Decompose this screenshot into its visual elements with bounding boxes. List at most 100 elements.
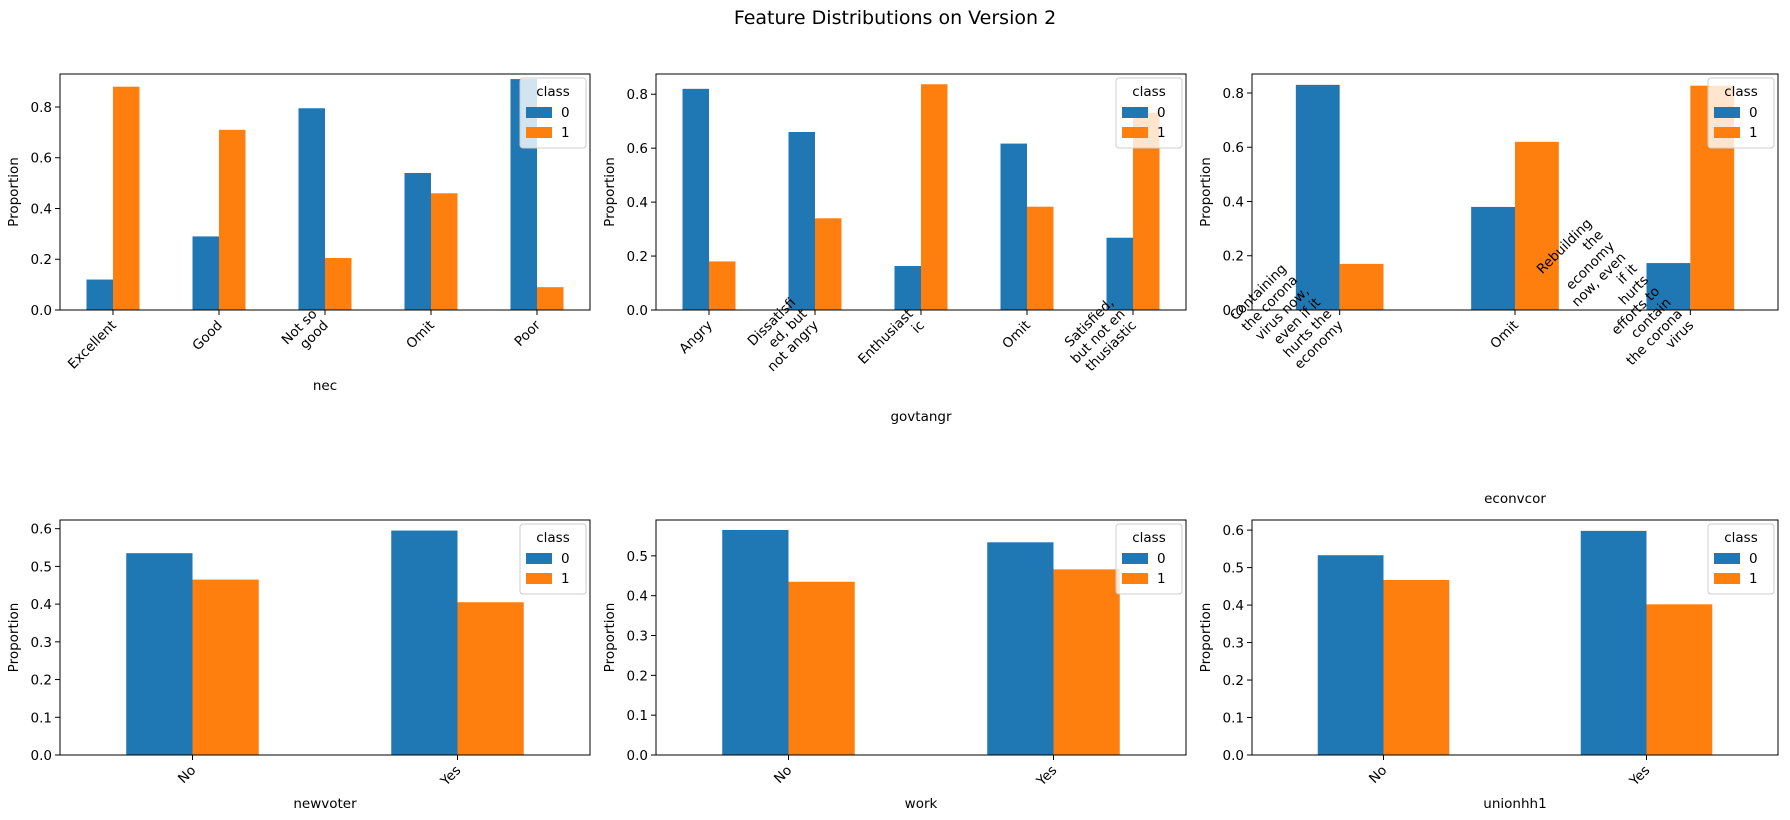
bar-nec-class-1-2 (219, 129, 246, 310)
bar-nec-class-0-3 (298, 108, 325, 311)
bar-newvoter-class-0-1 (126, 553, 193, 755)
y-tick-label: 0.6 (31, 151, 52, 167)
legend: class 0 1 (1707, 523, 1775, 595)
legend: class 0 1 (1707, 77, 1775, 149)
y-tick-label: 0.4 (31, 201, 52, 217)
legend: class 0 1 (1115, 523, 1183, 595)
legend-label-0: 0 (1749, 551, 1758, 567)
legend-label-1: 1 (1749, 125, 1758, 141)
y-tick-label: 0.4 (1223, 598, 1244, 614)
legend-swatch-0 (1714, 107, 1740, 118)
x-axis-label: newvoter (293, 796, 357, 812)
y-tick-label: 0.0 (31, 748, 52, 764)
y-tick-label: 0.2 (627, 249, 648, 265)
bar-work-class-1-2 (1053, 569, 1120, 755)
y-tick-label: 0.2 (1223, 673, 1244, 689)
y-axis-label: Proportion (1198, 157, 1214, 227)
bar-nec-class-1-1 (113, 86, 140, 310)
x-axis-label: unionhh1 (1483, 796, 1546, 812)
y-tick-label: 0.8 (627, 87, 648, 103)
y-tick-label: 0.0 (1223, 748, 1244, 764)
legend-title: class (1132, 530, 1166, 546)
legend: class 0 1 (1115, 77, 1183, 149)
bar-unionhh1-class-0-2 (1580, 530, 1647, 755)
y-tick-label: 0.0 (1223, 303, 1244, 319)
legend-swatch-0 (1714, 553, 1740, 564)
y-tick-label: 0.3 (627, 629, 648, 645)
y-tick-label: 0.6 (31, 522, 52, 538)
y-tick-label: 0.0 (627, 303, 648, 319)
legend-title: class (1724, 530, 1758, 546)
subplot-unionhh1: 0.00.10.20.30.40.50.6No Yesunionhh1Propor… (1198, 519, 1779, 812)
y-tick-label: 0.0 (627, 748, 648, 764)
bar-econvcor-class-1-2 (1515, 141, 1559, 310)
bar-nec-class-1-4 (431, 193, 458, 310)
bar-econvcor-class-0-2 (1471, 206, 1515, 310)
x-axis-label: work (905, 796, 938, 812)
bar-nec-class-0-1 (86, 279, 113, 310)
subplot-newvoter: 0.00.10.20.30.40.50.6No YesnewvoterPropor… (6, 519, 591, 812)
legend-swatch-1 (1714, 127, 1740, 138)
bar-econvcor-class-1-1 (1339, 263, 1384, 310)
bar-newvoter-class-1-2 (457, 602, 524, 755)
bar-govtangr-class-1-1 (709, 261, 736, 310)
y-tick-label: 0.2 (1223, 249, 1244, 265)
legend-label-0: 0 (561, 551, 570, 567)
legend-swatch-1 (526, 573, 552, 584)
y-tick-label: 0.6 (1223, 140, 1244, 156)
legend-title: class (1724, 84, 1758, 100)
bar-govtangr-class-1-3 (921, 84, 948, 310)
legend-label-0: 0 (561, 105, 570, 121)
legend-title: class (1132, 84, 1166, 100)
bar-work-class-0-2 (987, 542, 1054, 755)
y-axis-label: Proportion (1198, 603, 1214, 673)
y-axis-label: Proportion (6, 603, 22, 673)
figure-title: Feature Distributions on Version 2 (734, 7, 1056, 29)
bar-econvcor-class-0-3 (1646, 263, 1691, 310)
y-tick-label: 0.6 (1223, 523, 1244, 539)
bar-govtangr-class-0-4 (1000, 143, 1027, 310)
bar-unionhh1-class-1-2 (1646, 604, 1713, 755)
legend-label-1: 1 (1749, 571, 1758, 587)
bar-govtangr-class-0-3 (894, 266, 921, 310)
bar-work-class-0-1 (722, 529, 789, 755)
axes-frame (1251, 519, 1779, 756)
x-axis-label: govtangr (890, 409, 952, 425)
bar-govtangr-class-0-5 (1106, 237, 1133, 310)
legend-label-1: 1 (1157, 125, 1166, 141)
legend-swatch-1 (1714, 573, 1740, 584)
y-tick-label: 0.8 (1223, 86, 1244, 102)
legend-title: class (536, 530, 570, 546)
y-tick-label: 0.1 (31, 710, 52, 726)
bar-govtangr-class-0-1 (682, 88, 709, 310)
bar-nec-class-1-5 (537, 287, 564, 310)
legend-swatch-1 (526, 127, 552, 138)
x-tick-label-3: Rebuildingtheeconomynow, evenif ithurtse… (1533, 216, 1697, 380)
legend-swatch-1 (1122, 573, 1148, 584)
legend-label-1: 1 (1157, 571, 1166, 587)
legend: class 0 1 (519, 523, 587, 595)
legend-label-0: 0 (1749, 105, 1758, 121)
legend-label-0: 0 (1157, 551, 1166, 567)
bar-nec-class-0-4 (404, 172, 431, 310)
x-axis-label: econvcor (1484, 491, 1546, 507)
legend-swatch-1 (1122, 127, 1148, 138)
y-axis-label: Proportion (602, 157, 618, 227)
bar-nec-class-1-3 (325, 257, 352, 310)
subplot-work: 0.00.10.20.30.40.5No YesworkProportioncla… (602, 519, 1187, 812)
y-axis-label: Proportion (6, 157, 22, 227)
legend-label-0: 0 (1157, 105, 1166, 121)
legend-title: class (536, 84, 570, 100)
y-tick-label: 0.1 (627, 708, 648, 724)
y-tick-label: 0.2 (627, 668, 648, 684)
bar-nec-class-0-2 (192, 236, 219, 310)
y-tick-label: 0.3 (1223, 636, 1244, 652)
legend-swatch-0 (1122, 107, 1148, 118)
y-tick-label: 0.4 (31, 597, 52, 613)
y-tick-label: 0.5 (31, 559, 52, 575)
legend-label-1: 1 (561, 571, 570, 587)
axes-frame (59, 519, 591, 756)
bar-newvoter-class-0-2 (391, 530, 458, 755)
